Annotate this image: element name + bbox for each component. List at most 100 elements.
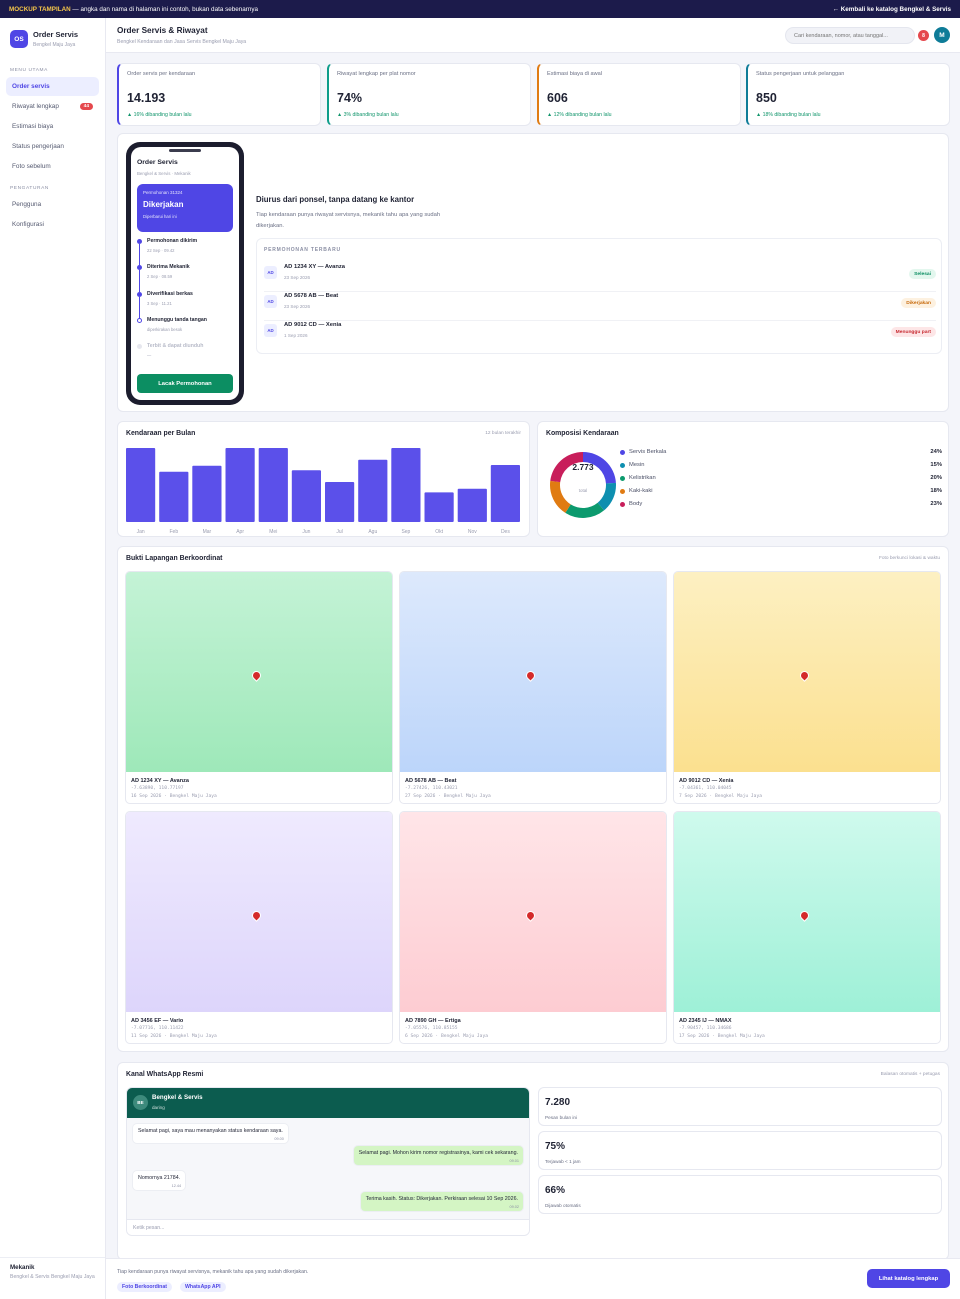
kpi-card: Status pengerjaan untuk pelanggan 850 ▲ … bbox=[746, 63, 950, 126]
step-done-icon bbox=[137, 265, 142, 270]
photo-meta: 17 Sep 2026 · Bengkel Maju Jaya bbox=[679, 1034, 765, 1039]
brand: OS Order Servis Bengkel Maju Jaya bbox=[0, 18, 105, 58]
nav-riwayat-lengkap[interactable]: Riwayat lengkap 44 bbox=[6, 97, 99, 116]
search-input[interactable] bbox=[785, 27, 915, 44]
stat-label: Dijawab otomatis bbox=[545, 1203, 581, 1208]
field-photo-card[interactable]: AD 3456 EF — Vario -7.07716, 110.11422 11 … bbox=[125, 811, 393, 1044]
nav-foto-sebelum[interactable]: Foto sebelum bbox=[6, 157, 99, 176]
kpi-delta: ▲ 12% dibanding bulan lalu bbox=[547, 112, 612, 118]
photo-meta: 6 Sep 2026 · Bengkel Maju Jaya bbox=[405, 1034, 488, 1039]
legend-value: 15% bbox=[930, 462, 942, 468]
legend-label: Servis Berkala bbox=[629, 449, 667, 455]
legend-swatch bbox=[620, 489, 625, 494]
vehicle-name: AD 1234 XY — Avanza bbox=[284, 264, 346, 270]
section-title: Kanal WhatsApp Resmi bbox=[126, 1071, 204, 1078]
nav-order-servis[interactable]: Order servis bbox=[6, 77, 99, 96]
feature-tag: Foto Berkoordinat bbox=[117, 1282, 172, 1292]
contact-status: daring bbox=[152, 1105, 165, 1110]
back-to-catalog-link[interactable]: ← Kembali ke katalog Bengkel & Servis bbox=[832, 5, 951, 13]
step-current-icon bbox=[137, 318, 142, 323]
timeline-connector bbox=[139, 244, 140, 266]
kpi-label: Estimasi biaya di awal bbox=[547, 71, 603, 77]
x-tick-label: Jul bbox=[336, 529, 342, 535]
photo-coordinates: -7.27426, 110.43021 bbox=[405, 786, 458, 791]
feature-tag: WhatsApp API bbox=[180, 1282, 226, 1292]
page-title: Order Servis & Riwayat bbox=[117, 26, 208, 35]
stat-card: 75% Terjawab < 1 jam bbox=[538, 1131, 942, 1170]
step-time: 3 Sep · 11.21 bbox=[147, 301, 172, 306]
photo-vehicle: AD 7890 GH — Ertiga bbox=[405, 1018, 461, 1024]
legend-swatch bbox=[620, 476, 625, 481]
request-id: Permohonan 31324 bbox=[143, 190, 183, 195]
hero-title: Diurus dari ponsel, tanpa datang ke kant… bbox=[256, 195, 415, 204]
avatar[interactable]: M bbox=[934, 27, 950, 43]
field-photo bbox=[126, 812, 392, 1012]
vehicle-icon: AD bbox=[264, 324, 277, 337]
nav-estimasi-biaya[interactable]: Estimasi biaya bbox=[6, 117, 99, 136]
recent-header: PERMOHONAN TERBARU bbox=[264, 247, 341, 253]
chat-input[interactable]: Ketik pesan... bbox=[127, 1219, 529, 1235]
nav-label: Pengguna bbox=[12, 201, 42, 208]
list-item[interactable]: AD AD 5678 AB — Beat 23 Sep 2026 Dikerja… bbox=[264, 293, 936, 321]
view-catalog-button[interactable]: Lihat katalog lengkap bbox=[867, 1269, 950, 1288]
step-title: Permohonan dikirim bbox=[147, 238, 198, 244]
nav-label: Order servis bbox=[12, 83, 50, 90]
vehicle-icon: AD bbox=[264, 295, 277, 308]
nav-label: Status pengerjaan bbox=[12, 143, 64, 150]
x-tick-label: Des bbox=[501, 529, 510, 535]
kpi-delta: ▲ 16% dibanding bulan lalu bbox=[127, 112, 192, 118]
field-photo-card[interactable]: AD 5678 AB — Beat -7.27426, 110.43021 27 S… bbox=[399, 571, 667, 804]
chat-message-in: Nomornya 21784. 12.44 bbox=[133, 1171, 186, 1190]
photo-meta: 11 Sep 2026 · Bengkel Maju Jaya bbox=[131, 1034, 217, 1039]
stat-value: 7.280 bbox=[545, 1097, 571, 1108]
photo-meta: 16 Sep 2026 · Bengkel Maju Jaya bbox=[131, 794, 217, 799]
legend-label: Mesin bbox=[629, 462, 645, 468]
photo-vehicle: AD 2345 IJ — NMAX bbox=[679, 1018, 732, 1024]
nav-konfigurasi[interactable]: Konfigurasi bbox=[6, 215, 99, 234]
legend-swatch bbox=[620, 502, 625, 507]
photo-meta: 7 Sep 2026 · Bengkel Maju Jaya bbox=[679, 794, 762, 799]
page-subtitle: Bengkel Kendaraan dan Jasa Servis Bengke… bbox=[117, 39, 247, 45]
app-logo: OS bbox=[10, 30, 28, 48]
step-time: — bbox=[147, 353, 152, 358]
kpi-card: Riwayat lengkap per plat nomor 74% ▲ 3% … bbox=[327, 63, 531, 126]
step-time: 22 Sep · 09.42 bbox=[147, 248, 175, 253]
section-main-label: MENU UTAMA bbox=[10, 68, 48, 73]
status-badge: Selesai bbox=[909, 269, 936, 279]
field-photo-card[interactable]: AD 7890 GH — Ertiga -7.05576, 110.85155 6 … bbox=[399, 811, 667, 1044]
x-tick-label: Feb bbox=[169, 529, 178, 535]
whatsapp-panel: Kanal WhatsApp Resmi Balasan otomatis + … bbox=[117, 1062, 949, 1260]
list-item[interactable]: AD AD 1234 XY — Avanza 23 Sep 2026 Seles… bbox=[264, 264, 936, 292]
chat-message-out: Terima kasih. Status: Dikerjakan. Perkir… bbox=[360, 1192, 523, 1211]
step-title: Diverifikasi berkas bbox=[147, 291, 193, 297]
kpi-value: 14.193 bbox=[127, 91, 166, 105]
page-footer: Tiap kendaraan punya riwayat servisnya, … bbox=[106, 1258, 960, 1299]
nav-label: Konfigurasi bbox=[12, 221, 44, 228]
nav-pengguna[interactable]: Pengguna bbox=[6, 195, 99, 214]
main-content: Order Servis & Riwayat Bengkel Kendaraan… bbox=[106, 18, 960, 1299]
contact-name: Bengkel & Servis bbox=[152, 1094, 203, 1101]
donut-total-label: total bbox=[578, 488, 588, 493]
photo-coordinates: -7.05576, 110.85155 bbox=[405, 1026, 458, 1031]
list-item[interactable]: AD AD 9012 CD — Xenia 1 Sep 2026 Menungg… bbox=[264, 322, 936, 350]
stat-card: 66% Dijawab otomatis bbox=[538, 1175, 942, 1214]
field-photo-card[interactable]: AD 1234 XY — Avanza -7.63890, 110.77197 16… bbox=[125, 571, 393, 804]
notification-badge[interactable]: 8 bbox=[918, 30, 929, 41]
photo-vehicle: AD 5678 AB — Beat bbox=[405, 778, 457, 784]
donut-slice bbox=[550, 452, 583, 483]
step-time: diperkirakan besok bbox=[147, 327, 183, 332]
x-tick-label: Mei bbox=[269, 529, 277, 535]
nav-status-pengerjaan[interactable]: Status pengerjaan bbox=[6, 137, 99, 156]
field-photo-card[interactable]: AD 2345 IJ — NMAX -7.90457, 110.34686 17 S… bbox=[673, 811, 941, 1044]
legend-item: Kelistrikan 20% bbox=[620, 475, 942, 485]
track-request-button[interactable]: Lacak Permohonan bbox=[137, 374, 233, 393]
message-text: Nomornya 21784. bbox=[138, 1175, 181, 1181]
field-photo-card[interactable]: AD 9012 CD — Xenia -7.04361, 110.04045 7 S… bbox=[673, 571, 941, 804]
kpi-delta: ▲ 18% dibanding bulan lalu bbox=[756, 112, 821, 118]
bar bbox=[358, 459, 388, 522]
photo-coordinates: -7.63890, 110.77197 bbox=[131, 786, 184, 791]
kpi-value: 606 bbox=[547, 91, 568, 105]
stat-value: 75% bbox=[545, 1141, 566, 1152]
chat-window: BE Bengkel & Servis daring Selamat pagi,… bbox=[126, 1087, 530, 1236]
location-pin-icon bbox=[250, 909, 263, 922]
